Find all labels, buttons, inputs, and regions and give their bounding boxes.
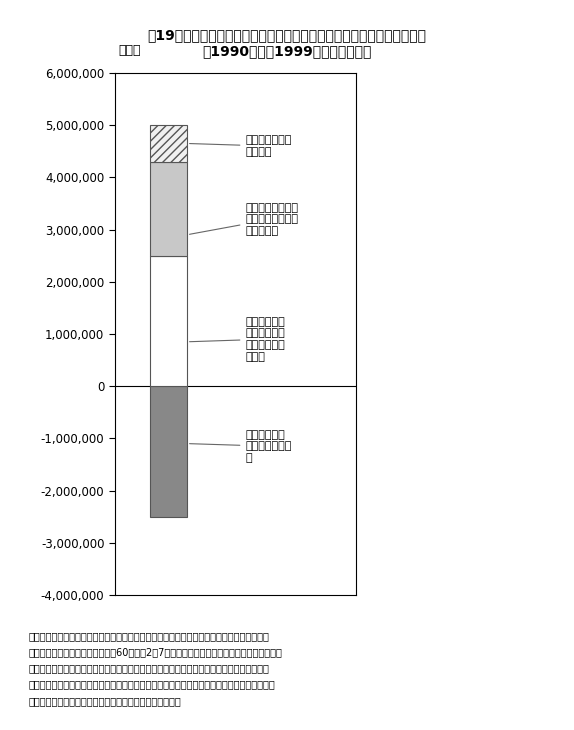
Text: 雇用者所得を通
じた効果: 雇用者所得を通 じた効果	[189, 135, 292, 157]
Text: 実態調査」、経済産業省「鉱工業生産指数」「特定サービス産業実態調査」「情: 実態調査」、経済産業省「鉱工業生産指数」「特定サービス産業実態調査」「情	[29, 664, 270, 674]
Text: 情報通信技術
活用部門への
需要増に伴う
雇用増: 情報通信技術 活用部門への 需要増に伴う 雇用増	[189, 317, 285, 361]
Bar	[150, 162, 187, 256]
Bar	[150, 255, 187, 386]
Text: 報処理実態調査」、厚生労働省「毎月勤労統計調査」、日本銀行「物価指数年報」: 報処理実態調査」、厚生労働省「毎月勤労統計調査」、日本銀行「物価指数年報」	[29, 680, 276, 690]
Text: （1990年から1999年までの累積）: （1990年から1999年までの累積）	[202, 44, 372, 58]
Text: 第19図　情報通信技術革新によって引き起こされた雇用者の推計増減数: 第19図 情報通信技術革新によって引き起こされた雇用者の推計増減数	[148, 28, 426, 42]
Text: （人）: （人）	[118, 45, 141, 58]
Text: 等により厚生労働省労働政策担当参事官室試算: 等により厚生労働省労働政策担当参事官室試算	[29, 696, 181, 706]
Text: 情報通信技術提供
部門への需要増に
伴う雇用増: 情報通信技術提供 部門への需要増に 伴う雇用増	[189, 202, 298, 236]
Bar	[150, 386, 187, 517]
Text: 年報」、総務省「昭和60－平成2－7年接続産業連関表」「家計調査」「通信産業: 年報」、総務省「昭和60－平成2－7年接続産業連関表」「家計調査」「通信産業	[29, 648, 282, 658]
Text: 資料出所　内閣府「国民経済計算年報」「民間企業資本ストック年報」「機械受注統計調査: 資料出所 内閣府「国民経済計算年報」「民間企業資本ストック年報」「機械受注統計調…	[29, 631, 270, 642]
Bar	[150, 126, 187, 162]
Text: 労働生産性の
向上による雇用
減: 労働生産性の 向上による雇用 減	[189, 429, 292, 463]
